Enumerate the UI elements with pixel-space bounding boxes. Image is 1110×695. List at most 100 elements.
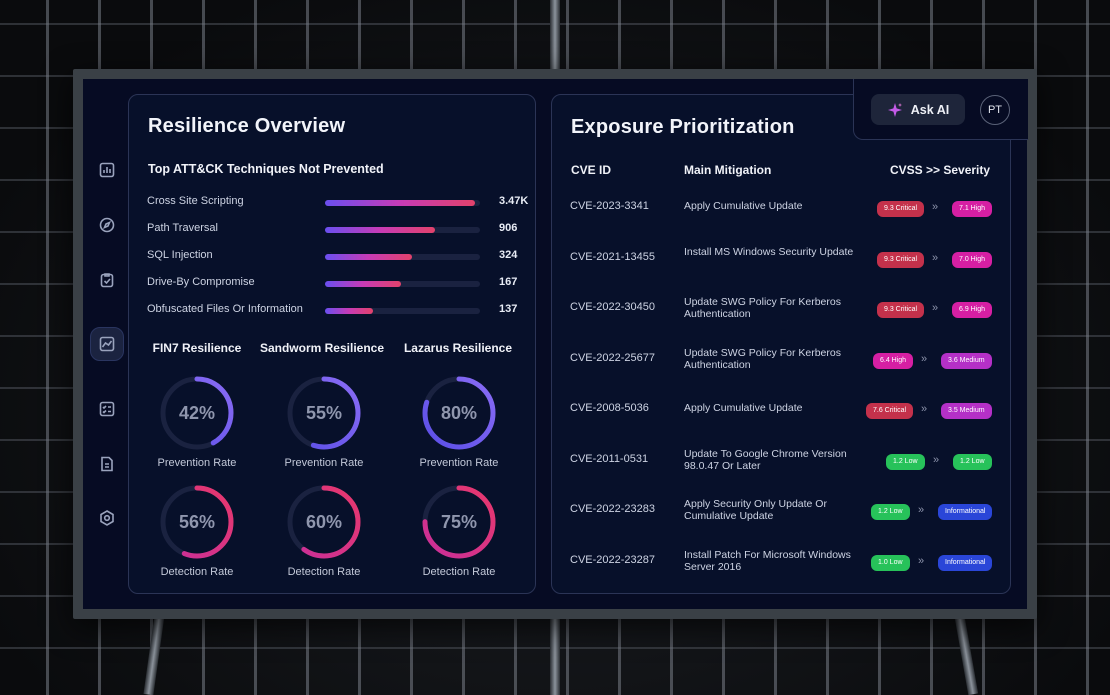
document-icon[interactable] [90,447,124,481]
cvss-badge: 9.3 Critical [877,302,925,318]
resilience-title: Resilience Overview [148,115,346,137]
arrow-separator: » [933,453,940,466]
bar-chart-icon[interactable] [90,153,124,187]
table-row[interactable]: CVE-2022-30450 Update SWG Policy For Ker… [552,294,1012,334]
column-header-cve: CVE ID [571,163,612,177]
technique-bar-track [325,308,480,314]
detection-gauge-ring [287,485,361,559]
severity-badge: 3.5 Medium [941,403,992,419]
techniques-title: Top ATT&CK Techniques Not Prevented [148,162,384,176]
technique-bar-fill [325,227,436,233]
cvss-badge: 7.6 Critical [866,403,914,419]
cvss-badge: 9.3 Critical [877,201,925,217]
technique-name: Path Traversal [147,222,218,234]
prevention-gauge-ring [422,376,496,450]
arrow-separator: » [918,554,925,567]
technique-value: 137 [499,303,518,315]
detection-gauge: 75% [419,482,499,562]
cvss-badge: 6.4 High [873,352,914,369]
technique-name: SQL Injection [147,249,213,261]
severity-badge: 1.2 Low [953,453,992,470]
cve-id: CVE-2008-5036 [570,402,649,414]
table-row[interactable]: CVE-2022-25677 Update SWG Policy For Ker… [552,345,1012,385]
severity-badge: 7.0 High [952,251,993,268]
sidebar [83,79,128,609]
prevention-rate-label: Prevention Rate [419,457,499,469]
group-title-lazarus: Lazarus Resilience [403,341,513,355]
hexagon-settings-icon[interactable] [90,501,124,535]
severity-badge: 3.6 Medium [941,352,992,369]
technique-bar-track [325,200,480,206]
cve-id: CVE-2022-23287 [570,553,656,566]
table-row[interactable]: CVE-2023-3341 Apply Cumulative Update 9.… [552,193,1012,233]
prevention-gauge-value: 80% [440,402,478,423]
detection-gauge-value: 60% [305,511,343,532]
column-header-severity: CVSS >> Severity [890,163,991,177]
table-row[interactable]: CVE-2011-0531 Update To Google Chrome Ve… [552,446,1012,486]
dashboard-screen: Resilience Overview Top ATT&CK Technique… [83,79,1028,609]
arrow-separator: » [932,201,939,213]
technique-bar-fill [325,254,412,260]
technique-row: Drive-By Compromise 167 [147,276,529,292]
table-row[interactable]: CVE-2022-23283 Apply Security Only Updat… [552,496,1012,536]
column-header-mitigation: Main Mitigation [684,163,772,177]
sparkle-icon [887,102,902,117]
prevention-gauge: 42% [157,373,237,453]
detection-gauge-ring [422,485,496,559]
gauge-arc [422,485,496,559]
technique-row: Cross Site Scripting 3.47K [147,195,529,211]
table-row[interactable]: CVE-2022-23287 Install Patch For Microso… [552,547,1012,587]
gauge-arc [160,376,234,450]
arrow-separator: » [921,403,928,415]
prevention-rate-label: Prevention Rate [157,457,237,469]
detection-gauge: 56% [157,482,237,562]
exposure-panel: Exposure Prioritization CVE ID Main Miti… [551,94,1011,594]
cvss-badge: 1.2 Low [886,453,925,470]
checklist-icon[interactable] [90,392,124,426]
detection-gauge-value: 56% [178,511,216,532]
technique-bar-fill [325,281,401,287]
detection-gauge-ring [160,485,234,559]
severity-badge: 7.1 High [952,201,993,217]
mitigation-text: Install Patch For Microsoft Windows Serv… [684,548,851,573]
cvss-badge: 1.2 Low [871,504,910,520]
cve-id: CVE-2022-25677 [570,351,656,364]
cve-id: CVE-2011-0531 [570,452,649,465]
table-row[interactable]: CVE-2021-13455 Install MS Windows Securi… [552,244,1012,284]
prevention-gauge: 55% [284,373,364,453]
gauge-arc [422,376,496,450]
mitigation-text: Update To Google Chrome Version 98.0.47 … [684,447,847,472]
technique-value: 324 [499,249,518,261]
gauge-arc [287,485,361,559]
technique-bar-track [325,281,480,287]
mitigation-text: Update SWG Policy For Kerberos Authentic… [684,296,841,320]
gauge-arc [287,376,361,450]
cve-id: CVE-2023-3341 [570,200,649,212]
cve-id: CVE-2022-23283 [570,503,656,515]
technique-bar-fill [325,200,476,206]
avatar[interactable]: PT [980,95,1010,125]
ask-ai-button[interactable]: Ask AI [871,94,965,125]
mitigation-text: Apply Cumulative Update [684,402,803,414]
technique-row: Obfuscated Files Or Information 137 [147,303,529,319]
monitor-frame: Resilience Overview Top ATT&CK Technique… [73,69,1037,619]
detection-rate-label: Detection Rate [422,566,496,578]
arrow-separator: » [932,302,939,314]
cvss-badge: 1.0 Low [871,554,910,571]
detection-rate-label: Detection Rate [160,566,234,578]
group-title-sandworm: Sandworm Resilience [259,341,385,355]
table-row[interactable]: CVE-2008-5036 Apply Cumulative Update 7.… [552,395,1012,435]
arrow-separator: » [921,352,928,365]
severity-badge: Informational [938,504,993,520]
detection-gauge-value: 75% [440,511,478,532]
resilience-panel: Resilience Overview Top ATT&CK Technique… [128,94,536,594]
technique-value: 167 [499,276,518,288]
technique-bar-track [325,227,480,233]
technique-name: Cross Site Scripting [147,195,244,207]
background-pole [550,618,560,695]
compass-icon[interactable] [90,208,124,242]
technique-row: Path Traversal 906 [147,222,529,238]
clipboard-check-icon[interactable] [90,263,124,297]
line-chart-icon[interactable] [90,327,124,361]
prevention-rate-label: Prevention Rate [284,457,364,469]
